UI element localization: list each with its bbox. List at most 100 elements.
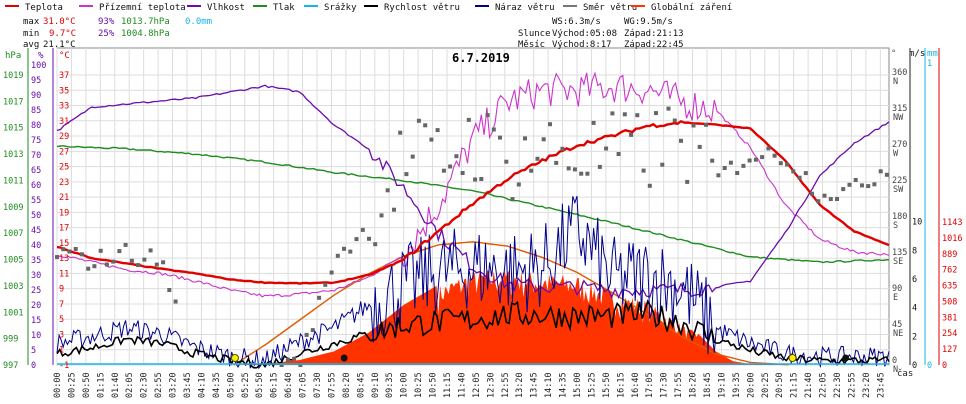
wind-direction-point [604,146,609,151]
legend-label: Rychlost větru [384,3,460,13]
wind-direction-point [516,182,521,187]
wind-direction-point [753,157,758,162]
chart-title: 6.7.2019 [452,51,510,65]
axis-tick-rain: 1 [927,59,932,69]
wind-direction-point [429,137,434,142]
moon-set: Západ:22:45 [624,40,684,50]
axis-tick-time: 03:20 [169,372,179,398]
moonrise-marker [340,354,348,362]
axis-tick-humidity: 0 [31,361,36,371]
axis-tick-humidity: 35 [31,256,41,266]
axis-tick-wind: 10 [912,218,922,228]
wind-direction-point [279,363,284,367]
wind-direction-point [872,182,877,187]
axis-tick-pressure: 1017 [3,97,23,107]
wind-direction-point [498,135,502,140]
wind-direction-point [161,260,166,265]
moonset-marker [842,354,850,362]
legend-label: Teplota [25,3,63,13]
wind-direction-point [479,177,484,181]
axis-tick-humidity: 15 [31,316,41,326]
wind-direction-point [167,288,172,292]
axis-tick-time: 18:45 [703,372,713,398]
wind-direction-point [466,117,471,122]
wind-direction-point [828,197,833,202]
axis-tick-temperature: 19 [59,208,69,218]
axis-tick-time: 16:15 [616,372,626,398]
wind-direction-point [373,242,378,247]
axis-tick-time: 20:50 [775,372,785,398]
series-wind-gust [56,195,890,370]
wind-direction-point [579,171,584,176]
sunset-marker [788,354,797,362]
axis-tick-pressure: 1015 [3,124,23,134]
axis-tick-temperature: 23 [59,178,69,188]
axis-tick-direction-name: N [893,77,898,87]
wind-direction-point [629,132,634,137]
wind-direction-point [841,187,846,192]
axis-tick-time: 22:05 [819,372,829,398]
axis-tick-humidity: 20 [31,301,41,311]
wind-direction-point [697,144,702,149]
series-ground-temperature [56,71,890,298]
wind-direction-point [285,357,290,362]
axis-tick-temperature: -1 [59,361,69,371]
sunrise-marker [230,354,239,362]
wind-direction-point [129,258,134,263]
legend-label: Vlhkost [207,3,245,13]
axis-tick-time: 19:35 [732,372,742,398]
wind-direction-point [73,247,78,251]
wind-direction-point [529,168,534,173]
wind-direction-point [760,155,765,160]
axis-tick-time: 08:45 [356,372,366,398]
plot-series [55,71,890,370]
wind-direction-point [148,248,153,253]
wind-direction-point [142,257,147,262]
stat-max-press: 1013.7hPa [121,17,170,27]
axis-tick-time: 04:10 [197,372,207,398]
legend-label: Přízemní teplota [99,3,186,13]
axis-tick-time: 03:45 [183,372,193,398]
axis-tick-direction: 360 [892,68,907,78]
wind-direction-point [728,160,733,165]
axis-tick-direction-name: E [893,293,898,303]
axis-tick-time: 02:55 [154,372,164,398]
axis-tick-humidity: 90 [31,91,41,101]
axis-tick-direction: 135 [892,248,907,258]
legend-label: Srážky [324,3,357,13]
axis-tick-time: 11:15 [443,372,453,398]
legend-label: Tlak [273,3,295,13]
wind-direction-point [104,262,109,267]
axis-tick-time: 07:30 [313,372,323,398]
wind-direction-point [866,184,871,189]
axis-tick-direction-name: NE [893,329,903,339]
plot-axes: hPa9979991001100310051007100910111013101… [3,48,962,398]
wind-direction-point [710,158,715,163]
wind-direction-point [797,175,802,180]
wind-direction-point [342,246,346,251]
chart-header: Teplota Přízemní teplota Vlhkost Tlak Srážky… [5,3,732,65]
axis-tick-humidity: 65 [31,166,41,176]
stat-avg-label: avg [23,40,39,50]
axis-tick-radiation: 508 [942,297,957,307]
axis-unit-cas: čas [897,368,913,379]
axis-tick-time: 01:15 [96,372,106,398]
axis-tick-wind: 4 [912,304,917,314]
axis-tick-radiation: 889 [942,250,957,260]
wind-direction-point [704,122,708,127]
wind-direction-point [716,173,721,178]
axis-tick-time: 22:55 [847,372,857,398]
stat-min-press: 1004.8hPa [121,29,170,39]
wind-direction-point [67,249,72,254]
wind-direction-point [310,328,315,333]
wind-direction-point [816,199,821,204]
axis-tick-pressure: 1007 [3,229,23,239]
wind-direction-point [460,171,465,175]
axis-tick-radiation: 254 [942,329,957,339]
wind-direction-point [791,169,796,174]
wind-direction-point [491,127,496,132]
axis-tick-time: 13:20 [515,372,525,398]
series-global-radiation [237,268,792,365]
wind-direction-point [541,137,546,142]
